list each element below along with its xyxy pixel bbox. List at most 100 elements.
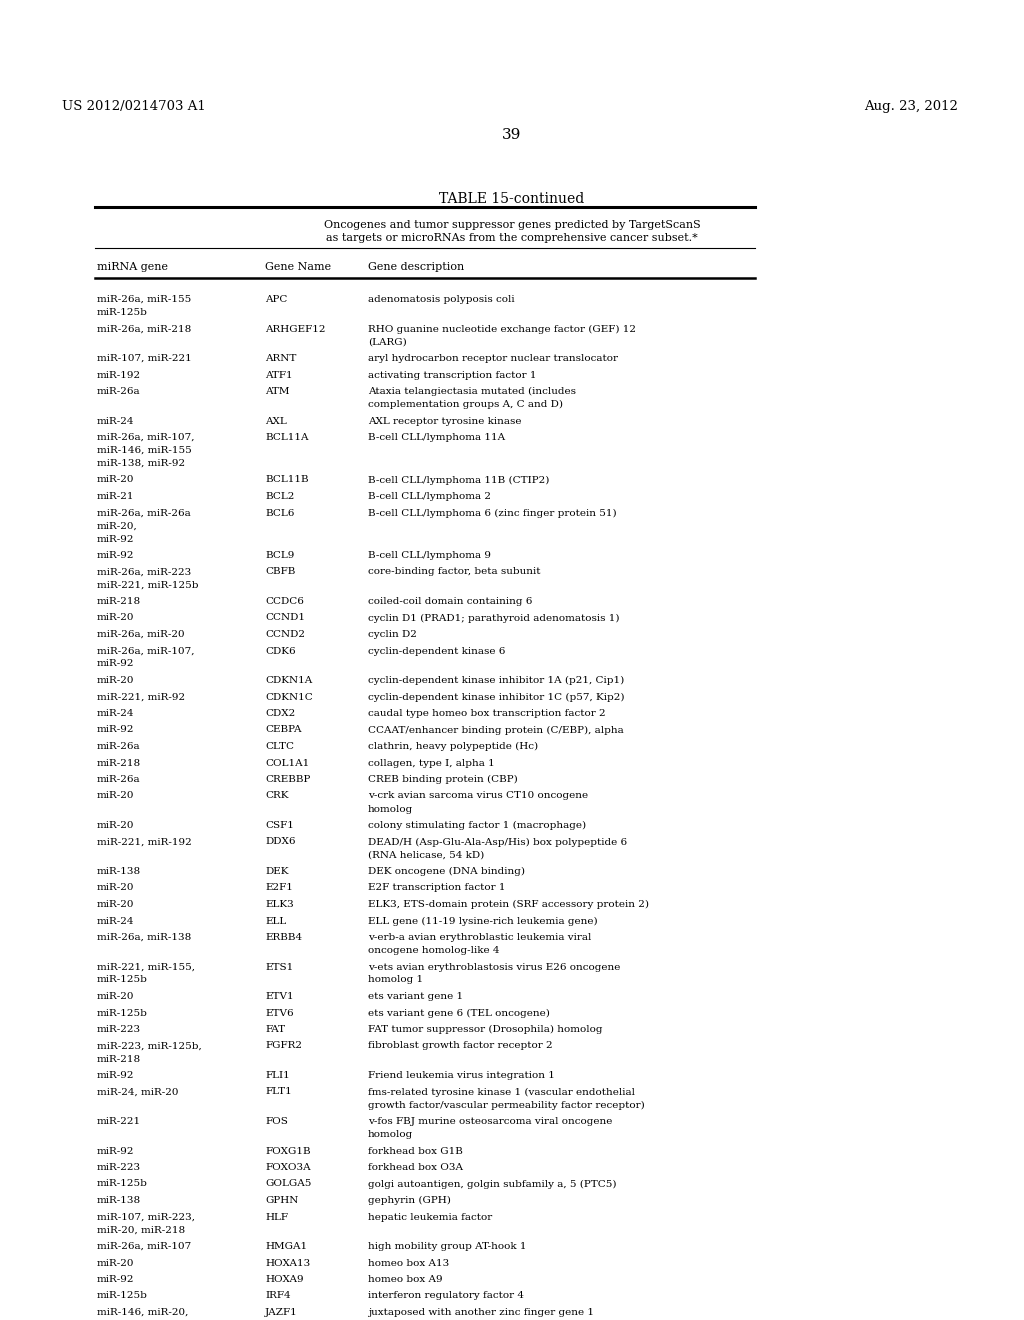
Text: miR-24: miR-24 [97,709,134,718]
Text: miR-26a, miR-218: miR-26a, miR-218 [97,325,191,334]
Text: miR-92: miR-92 [97,726,134,734]
Text: miR-223: miR-223 [97,1163,141,1172]
Text: HLF: HLF [265,1213,288,1221]
Text: caudal type homeo box transcription factor 2: caudal type homeo box transcription fact… [368,709,605,718]
Text: ERBB4: ERBB4 [265,933,302,942]
Text: FOXG1B: FOXG1B [265,1147,310,1155]
Text: 39: 39 [503,128,521,143]
Text: miR-26a, miR-138: miR-26a, miR-138 [97,933,191,942]
Text: TABLE 15-continued: TABLE 15-continued [439,191,585,206]
Text: miR-20, miR-218: miR-20, miR-218 [97,1225,185,1234]
Text: cyclin D2: cyclin D2 [368,630,417,639]
Text: CCND1: CCND1 [265,614,305,623]
Text: miR-26a: miR-26a [97,742,140,751]
Text: colony stimulating factor 1 (macrophage): colony stimulating factor 1 (macrophage) [368,821,586,830]
Text: interferon regulatory factor 4: interferon regulatory factor 4 [368,1291,524,1300]
Text: HOXA13: HOXA13 [265,1258,310,1267]
Text: adenomatosis polyposis coli: adenomatosis polyposis coli [368,294,515,304]
Text: v-crk avian sarcoma virus CT10 oncogene: v-crk avian sarcoma virus CT10 oncogene [368,792,588,800]
Text: ets variant gene 1: ets variant gene 1 [368,993,463,1001]
Text: core-binding factor, beta subunit: core-binding factor, beta subunit [368,568,541,577]
Text: COL1A1: COL1A1 [265,759,309,767]
Text: miR-26a, miR-107,: miR-26a, miR-107, [97,647,195,656]
Text: miR-221: miR-221 [97,1117,141,1126]
Text: miR-218: miR-218 [97,597,141,606]
Text: gephyrin (GPH): gephyrin (GPH) [368,1196,451,1205]
Text: oncogene homolog-like 4: oncogene homolog-like 4 [368,946,500,954]
Text: homolog 1: homolog 1 [368,975,423,985]
Text: cyclin-dependent kinase 6: cyclin-dependent kinase 6 [368,647,506,656]
Text: (LARG): (LARG) [368,338,407,346]
Text: FAT tumor suppressor (Drosophila) homolog: FAT tumor suppressor (Drosophila) homolo… [368,1026,602,1034]
Text: homeo box A9: homeo box A9 [368,1275,442,1284]
Text: miR-138, miR-92: miR-138, miR-92 [97,459,185,469]
Text: as targets or microRNAs from the comprehensive cancer subset.*: as targets or microRNAs from the compreh… [326,234,698,243]
Text: B-cell CLL/lymphoma 6 (zinc finger protein 51): B-cell CLL/lymphoma 6 (zinc finger prote… [368,508,616,517]
Text: ELK3: ELK3 [265,900,294,909]
Text: miR-26a, miR-107,: miR-26a, miR-107, [97,433,195,442]
Text: CSF1: CSF1 [265,821,294,830]
Text: BCL11A: BCL11A [265,433,308,442]
Text: ELL gene (11-19 lysine-rich leukemia gene): ELL gene (11-19 lysine-rich leukemia gen… [368,916,598,925]
Text: miR-192: miR-192 [97,371,141,380]
Text: CREB binding protein (CBP): CREB binding protein (CBP) [368,775,518,784]
Text: CCAAT/enhancer binding protein (C/EBP), alpha: CCAAT/enhancer binding protein (C/EBP), … [368,726,624,735]
Text: DDX6: DDX6 [265,837,296,846]
Text: miR-223: miR-223 [97,1026,141,1034]
Text: complementation groups A, C and D): complementation groups A, C and D) [368,400,563,409]
Text: juxtaposed with another zinc finger gene 1: juxtaposed with another zinc finger gene… [368,1308,594,1317]
Text: miR-26a, miR-26a: miR-26a, miR-26a [97,508,190,517]
Text: miR-24: miR-24 [97,916,134,925]
Text: B-cell CLL/lymphoma 2: B-cell CLL/lymphoma 2 [368,492,490,502]
Text: FAT: FAT [265,1026,285,1034]
Text: ETV1: ETV1 [265,993,294,1001]
Text: miR-146, miR-155: miR-146, miR-155 [97,446,191,455]
Text: miR-92: miR-92 [97,1071,134,1080]
Text: miR-92: miR-92 [97,1147,134,1155]
Text: miR-218: miR-218 [97,1055,141,1064]
Text: Aug. 23, 2012: Aug. 23, 2012 [864,100,958,114]
Text: miR-218: miR-218 [97,759,141,767]
Text: BCL6: BCL6 [265,508,294,517]
Text: homolog: homolog [368,1130,414,1139]
Text: miR-92: miR-92 [97,535,134,544]
Text: collagen, type I, alpha 1: collagen, type I, alpha 1 [368,759,495,767]
Text: miR-26a, miR-223: miR-26a, miR-223 [97,568,191,577]
Text: APC: APC [265,294,288,304]
Text: ELK3, ETS-domain protein (SRF accessory protein 2): ELK3, ETS-domain protein (SRF accessory … [368,900,649,909]
Text: miR-26a: miR-26a [97,775,140,784]
Text: cyclin-dependent kinase inhibitor 1C (p57, Kip2): cyclin-dependent kinase inhibitor 1C (p5… [368,693,625,702]
Text: v-fos FBJ murine osteosarcoma viral oncogene: v-fos FBJ murine osteosarcoma viral onco… [368,1117,612,1126]
Text: Gene description: Gene description [368,261,464,272]
Text: E2F1: E2F1 [265,883,293,892]
Text: CCDC6: CCDC6 [265,597,304,606]
Text: B-cell CLL/lymphoma 9: B-cell CLL/lymphoma 9 [368,550,490,560]
Text: ETV6: ETV6 [265,1008,294,1018]
Text: ETS1: ETS1 [265,962,293,972]
Text: CBFB: CBFB [265,568,295,577]
Text: miR-20: miR-20 [97,1258,134,1267]
Text: homolog: homolog [368,804,414,813]
Text: Ataxia telangiectasia mutated (includes: Ataxia telangiectasia mutated (includes [368,387,575,396]
Text: DEK: DEK [265,867,289,876]
Text: Gene Name: Gene Name [265,261,331,272]
Text: CDX2: CDX2 [265,709,295,718]
Text: cyclin D1 (PRAD1; parathyroid adenomatosis 1): cyclin D1 (PRAD1; parathyroid adenomatos… [368,614,620,623]
Text: Oncogenes and tumor suppressor genes predicted by TargetScanS: Oncogenes and tumor suppressor genes pre… [324,220,700,230]
Text: CRK: CRK [265,792,289,800]
Text: FLI1: FLI1 [265,1071,290,1080]
Text: miR-20: miR-20 [97,900,134,909]
Text: ARNT: ARNT [265,354,296,363]
Text: GOLGA5: GOLGA5 [265,1180,311,1188]
Text: miR-20: miR-20 [97,883,134,892]
Text: E2F transcription factor 1: E2F transcription factor 1 [368,883,506,892]
Text: B-cell CLL/lymphoma 11B (CTIP2): B-cell CLL/lymphoma 11B (CTIP2) [368,475,549,484]
Text: FOXO3A: FOXO3A [265,1163,310,1172]
Text: fibroblast growth factor receptor 2: fibroblast growth factor receptor 2 [368,1041,553,1051]
Text: BCL2: BCL2 [265,492,294,502]
Text: miR-20: miR-20 [97,792,134,800]
Text: miR-107, miR-223,: miR-107, miR-223, [97,1213,195,1221]
Text: ELL: ELL [265,916,287,925]
Text: BCL11B: BCL11B [265,475,308,484]
Text: miR-125b: miR-125b [97,1180,147,1188]
